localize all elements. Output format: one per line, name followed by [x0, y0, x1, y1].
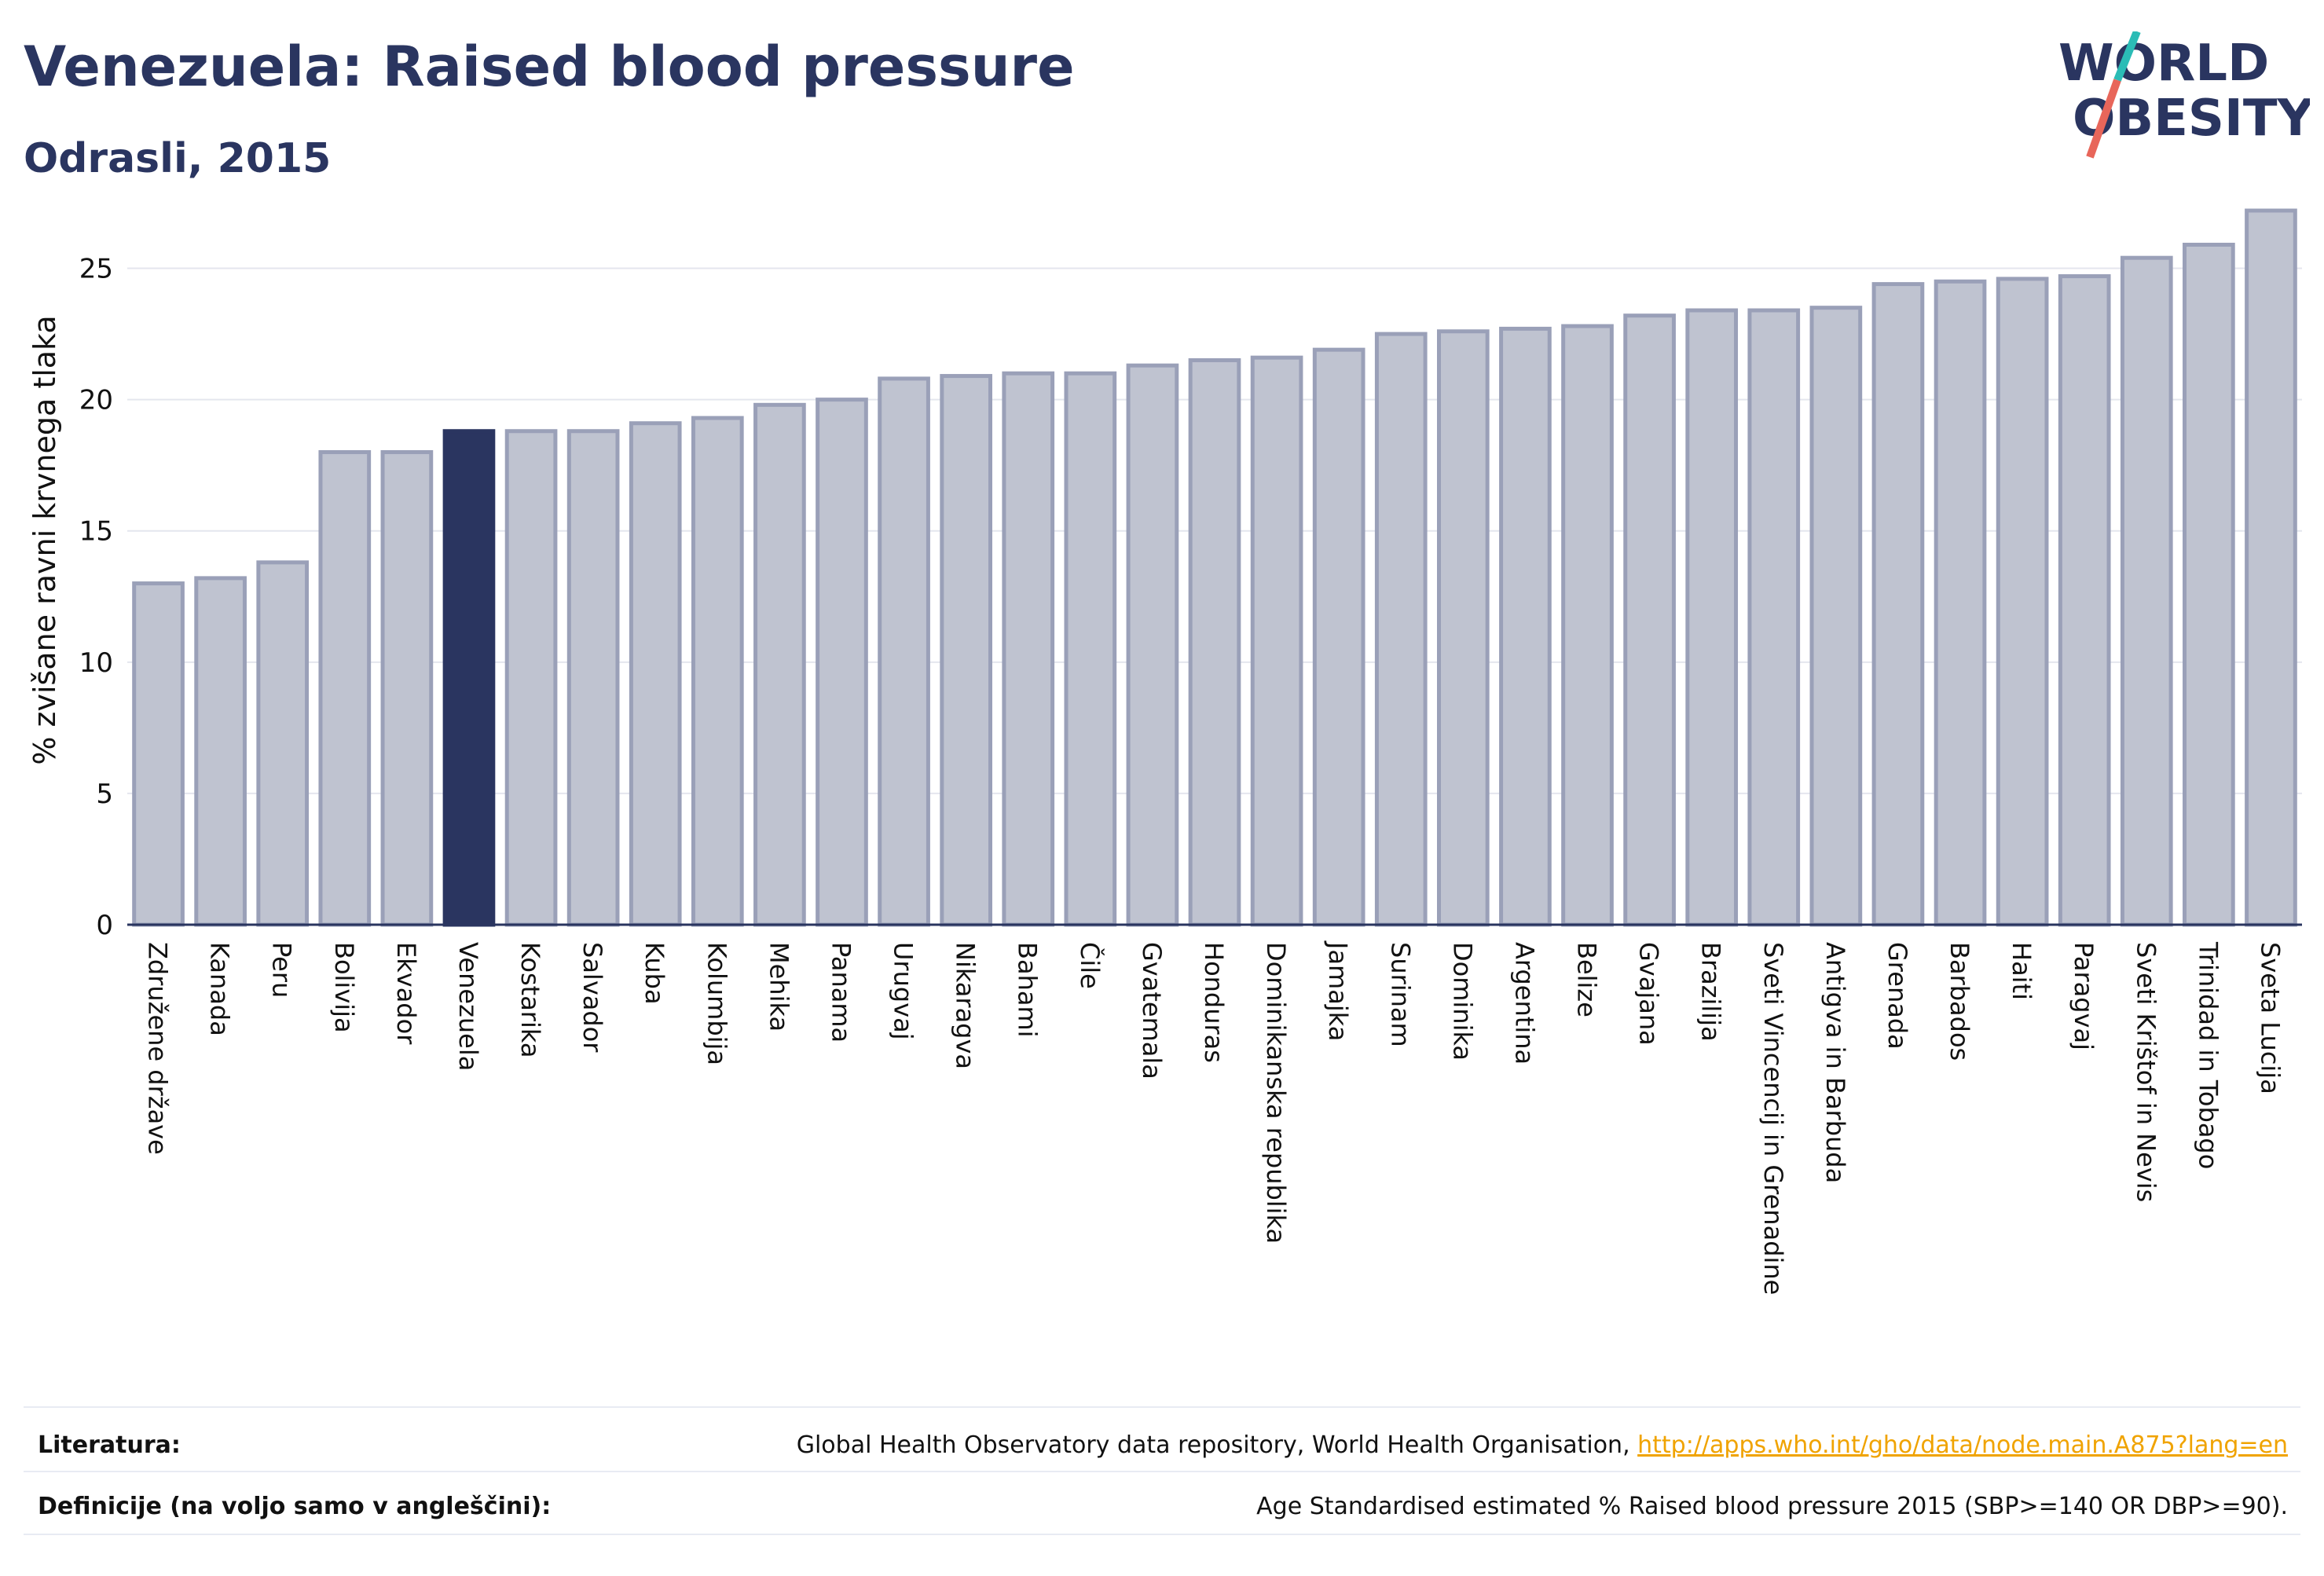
bar [2120, 255, 2173, 927]
x-tick-label: Ekvador [391, 942, 421, 1045]
bar [1623, 313, 1676, 927]
bar [1188, 358, 1241, 927]
x-tick-label: Argentina [1509, 942, 1539, 1065]
x-tick-label: Gvatemala [1137, 942, 1167, 1079]
bar [504, 429, 558, 927]
y-axis-label: % zvišane ravni krvnega tlaka [27, 315, 62, 764]
bar [629, 421, 682, 927]
bar [1499, 326, 1552, 927]
x-tick-label: Honduras [1199, 942, 1229, 1063]
bar [753, 402, 806, 927]
bar [1250, 355, 1303, 927]
x-tick-label: Brazilija [1696, 942, 1726, 1042]
x-tick-label: Salvador [577, 942, 607, 1053]
footer-divider [24, 1406, 2300, 1408]
y-tick-label: 25 [79, 254, 113, 285]
x-tick-label: Peru [267, 942, 297, 998]
bar [1436, 329, 1490, 927]
bar [940, 374, 993, 927]
definitions-text: Age Standardised estimated % Raised bloo… [1256, 1493, 2288, 1520]
bar [1934, 279, 1987, 927]
world-obesity-logo: WORLD OBESITY [2058, 31, 2310, 159]
x-tick-label: Venezuela [453, 942, 483, 1071]
x-tick-label: Haiti [2007, 942, 2036, 1000]
footer-divider [24, 1471, 2300, 1472]
y-tick-label: 0 [96, 910, 113, 941]
x-tick-label: Antigva in Barbuda [1820, 942, 1850, 1183]
x-tick-label: Mehika [764, 942, 794, 1032]
bar [1312, 347, 1365, 927]
x-tick-label: Trinidad in Tobago [2193, 941, 2223, 1169]
bar [442, 429, 496, 927]
x-tick-label: Kanada [205, 942, 235, 1036]
x-tick-label: Nikaragva [951, 942, 981, 1069]
x-tick-label: Kolumbija [702, 942, 731, 1065]
x-tick-label: Urugvaj [889, 942, 918, 1040]
bar [1871, 282, 1925, 927]
bar [566, 429, 620, 927]
x-tick-label: Sveta Lucija [2255, 942, 2285, 1094]
y-tick-label: 15 [79, 516, 113, 548]
x-tick-label: Kostarika [515, 942, 545, 1057]
bar [1996, 277, 2049, 927]
chart-subtitle: Odrasli, 2015 [24, 135, 332, 182]
bar [1374, 332, 1428, 927]
logo-line1: WORLD [2058, 35, 2269, 93]
x-tick-label: Dominikanska republika [1261, 942, 1291, 1244]
x-tick-label: Jamajka [1323, 940, 1353, 1041]
bar [380, 449, 434, 927]
x-tick-label: Kuba [640, 942, 669, 1005]
bar [256, 560, 310, 927]
bar [2058, 274, 2111, 927]
bar [1685, 308, 1739, 927]
bar [1747, 308, 1801, 927]
bar [132, 581, 185, 927]
x-tick-label: Čile [1075, 942, 1105, 989]
bar [1002, 371, 1055, 927]
references-label: Literatura: [38, 1431, 181, 1459]
y-tick-label: 20 [79, 385, 113, 416]
logo-slash-red [2086, 79, 2121, 159]
x-tick-label: Belize [1572, 942, 1602, 1017]
x-tick-label: Panama [826, 942, 856, 1043]
references-link[interactable]: http://apps.who.int/gho/data/node.main.A… [1637, 1431, 2288, 1459]
chart-title: Venezuela: Raised blood pressure [24, 35, 1075, 99]
bar [1809, 306, 1863, 927]
x-tick-label: Bahami [1013, 942, 1043, 1038]
y-tick-label: 10 [79, 647, 113, 679]
x-tick-label: Dominika [1447, 942, 1477, 1061]
x-tick-label: Sveti Vincencij in Grenadine [1758, 942, 1788, 1295]
references-source: Global Health Observatory data repositor… [796, 1431, 1638, 1459]
x-tick-label: Grenada [1882, 942, 1912, 1050]
references-text: Global Health Observatory data repositor… [797, 1431, 2288, 1459]
x-tick-label: Združene države [143, 942, 173, 1155]
x-tick-label: Surinam [1385, 942, 1415, 1047]
x-tick-label: Gvajana [1634, 942, 1664, 1046]
bar [194, 576, 247, 927]
logo-slash-teal [2113, 31, 2141, 82]
footer-divider [24, 1534, 2300, 1535]
bar [2245, 208, 2297, 927]
bar [1561, 324, 1614, 927]
bar [2183, 242, 2235, 927]
bar [816, 398, 868, 927]
definitions-label: Definicije (na voljo samo v angleščini): [38, 1493, 552, 1520]
bar-chart: 0 5 10 15 20 25 Združene države Kanada Peru Boli… [27, 208, 2302, 1295]
x-tick-label: Barbados [1945, 942, 1974, 1061]
x-tick-label: Bolivija [329, 942, 359, 1033]
bar [878, 376, 930, 927]
bar [1126, 363, 1179, 927]
bar [1064, 371, 1117, 927]
x-tick-label: Sveti Krištof in Nevis [2131, 942, 2161, 1202]
bar [691, 416, 744, 927]
x-tick-label: Paragvaj [2069, 942, 2099, 1050]
bar [318, 449, 372, 927]
y-tick-label: 5 [96, 779, 113, 810]
